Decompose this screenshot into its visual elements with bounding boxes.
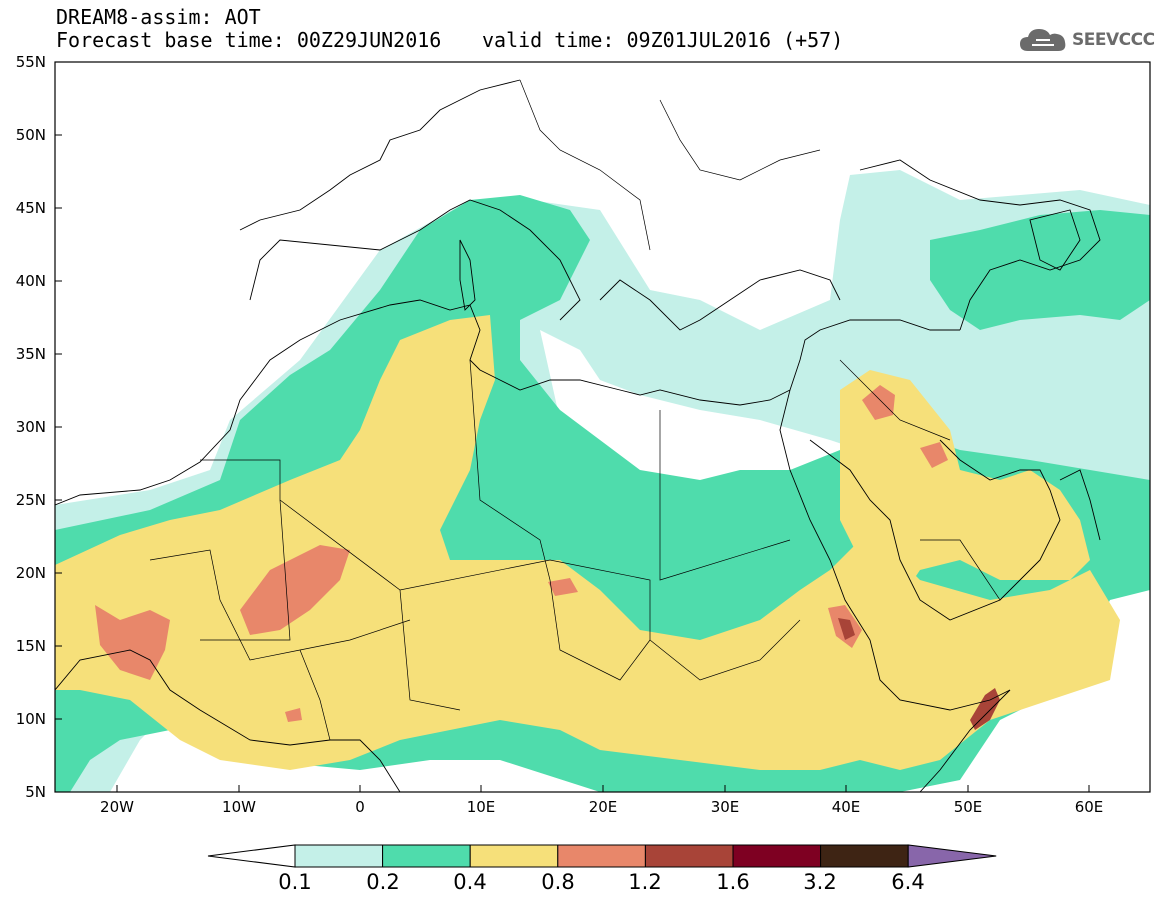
map-title: DREAM8-assim: AOT xyxy=(56,5,261,29)
aot-layer-0-8-kuwait xyxy=(920,442,948,468)
lat-label: 40N xyxy=(15,272,46,290)
lon-label: 40E xyxy=(831,798,861,816)
colorbar-label: 3.2 xyxy=(803,870,837,894)
colorbar-arrow-low xyxy=(207,844,296,868)
colorbar-label: 0.2 xyxy=(366,870,400,894)
aot-layer-0-8-iraq xyxy=(862,385,895,420)
aot-layer-0-4-arabia xyxy=(840,370,1090,600)
map-frame xyxy=(54,61,1151,793)
lon-label: 60E xyxy=(1074,798,1104,816)
coastlines xyxy=(55,79,1101,792)
seevccc-logo: SEEVCCC xyxy=(1018,22,1155,58)
colorbar-swatch xyxy=(557,844,646,868)
lat-label: 55N xyxy=(15,53,46,71)
colorbar-swatch xyxy=(294,844,384,868)
colorbar-swatch xyxy=(469,844,559,868)
lon-label: 20E xyxy=(588,798,618,816)
colorbar-swatch xyxy=(644,844,734,868)
country-borders xyxy=(149,79,1041,741)
lon-label: 50E xyxy=(953,798,983,816)
colorbar-label: 1.2 xyxy=(628,870,662,894)
colorbar-swatch xyxy=(382,844,471,868)
aot-layer-0-2-caspian xyxy=(930,210,1150,330)
colorbar-label: 0.4 xyxy=(453,870,487,894)
lat-label: 10N xyxy=(15,710,46,728)
forecast-base-time: Forecast base time: 00Z29JUN2016 xyxy=(56,28,442,52)
lon-label: 0 xyxy=(355,798,365,816)
lat-label: 45N xyxy=(15,199,46,217)
lat-label: 30N xyxy=(15,418,46,436)
aot-layer-0-4 xyxy=(55,315,1120,770)
colorbar-label: 6.4 xyxy=(891,870,925,894)
grid-ticks xyxy=(55,134,1090,792)
aot-layer-0-8-sudan xyxy=(548,578,578,596)
aot-layer-0-8-sahara xyxy=(240,545,350,635)
lat-label: 50N xyxy=(15,126,46,144)
colorbar-swatch xyxy=(820,844,909,868)
lat-label: 15N xyxy=(15,637,46,655)
colorbar-swatch xyxy=(732,844,822,868)
lon-label: 10E xyxy=(466,798,496,816)
lat-label: 5N xyxy=(25,783,46,801)
aot-layer-0-8-nigeria xyxy=(285,708,302,722)
lat-label: 25N xyxy=(15,491,46,509)
lon-label: 30E xyxy=(710,798,740,816)
cloud-icon xyxy=(1020,29,1066,51)
valid-time: valid time: 09Z01JUL2016 (+57) xyxy=(482,28,844,52)
aot-layer-1-2-eritrea xyxy=(838,618,855,640)
colorbar xyxy=(207,844,997,868)
logo-text: SEEVCCC xyxy=(1072,30,1155,50)
colorbar-label: 1.6 xyxy=(716,870,750,894)
colorbar-arrow-high xyxy=(907,844,997,868)
colorbar-label: 0.1 xyxy=(278,870,312,894)
lat-label: 20N xyxy=(15,564,46,582)
lat-label: 35N xyxy=(15,345,46,363)
lon-label: 10W xyxy=(222,798,256,816)
lon-label: 20W xyxy=(100,798,134,816)
colorbar-label: 0.8 xyxy=(541,870,575,894)
